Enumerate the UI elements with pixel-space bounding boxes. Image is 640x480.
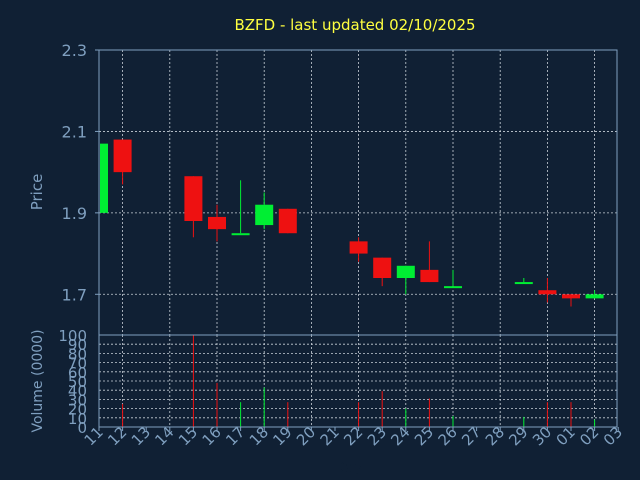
volume-tick-label: 20 [68,401,87,419]
x-axis-label: Day [334,460,362,476]
volume-tick-label: 50 [68,373,87,391]
price-axis: 2.3 2.1 1.9 1.7 [62,41,99,304]
price-tick-label: 2.3 [62,41,87,60]
candle-body [349,241,368,254]
candles [98,139,604,307]
volume-panel-frame [98,334,618,428]
candle-body [100,143,108,213]
volume-tick-label: 100 [58,327,87,345]
candle-body [538,290,557,295]
price-tick-label: 1.7 [62,285,87,304]
candle-body [562,294,580,299]
price-axis-label: Price [28,174,46,211]
candle-body [420,269,439,283]
candle-body [231,233,250,236]
candle-body [444,286,462,289]
volume-tick-label: 60 [68,364,87,382]
volume-tick-label: 70 [68,355,87,373]
candle-body [278,208,297,234]
candle-body [184,176,203,221]
volume-tick-label: 40 [68,382,87,400]
candle-body [255,204,274,226]
volume-tick-label: 10 [68,410,87,428]
candle-body [396,265,415,278]
volume-tick-label: 0 [77,419,87,437]
x-axis: 1112131415161718192021222324252627282930… [81,423,626,449]
volume-grid [99,335,617,427]
price-tick-label: 1.9 [62,204,87,223]
price-tick-label: 2.1 [62,122,87,141]
candle-body [585,294,604,299]
volume-axis-label: Volume (0000) [30,329,46,432]
candle-body [208,216,226,230]
volume-tick-label: 80 [68,345,87,363]
candle-body [113,139,132,173]
volume-tick-label: 30 [68,391,87,409]
candle-body [373,257,392,278]
candle-body [514,282,533,285]
volume-tick-label: 90 [68,336,87,354]
chart-title: BZFD - last updated 02/10/2025 [234,16,475,34]
volume-bars [122,335,596,427]
